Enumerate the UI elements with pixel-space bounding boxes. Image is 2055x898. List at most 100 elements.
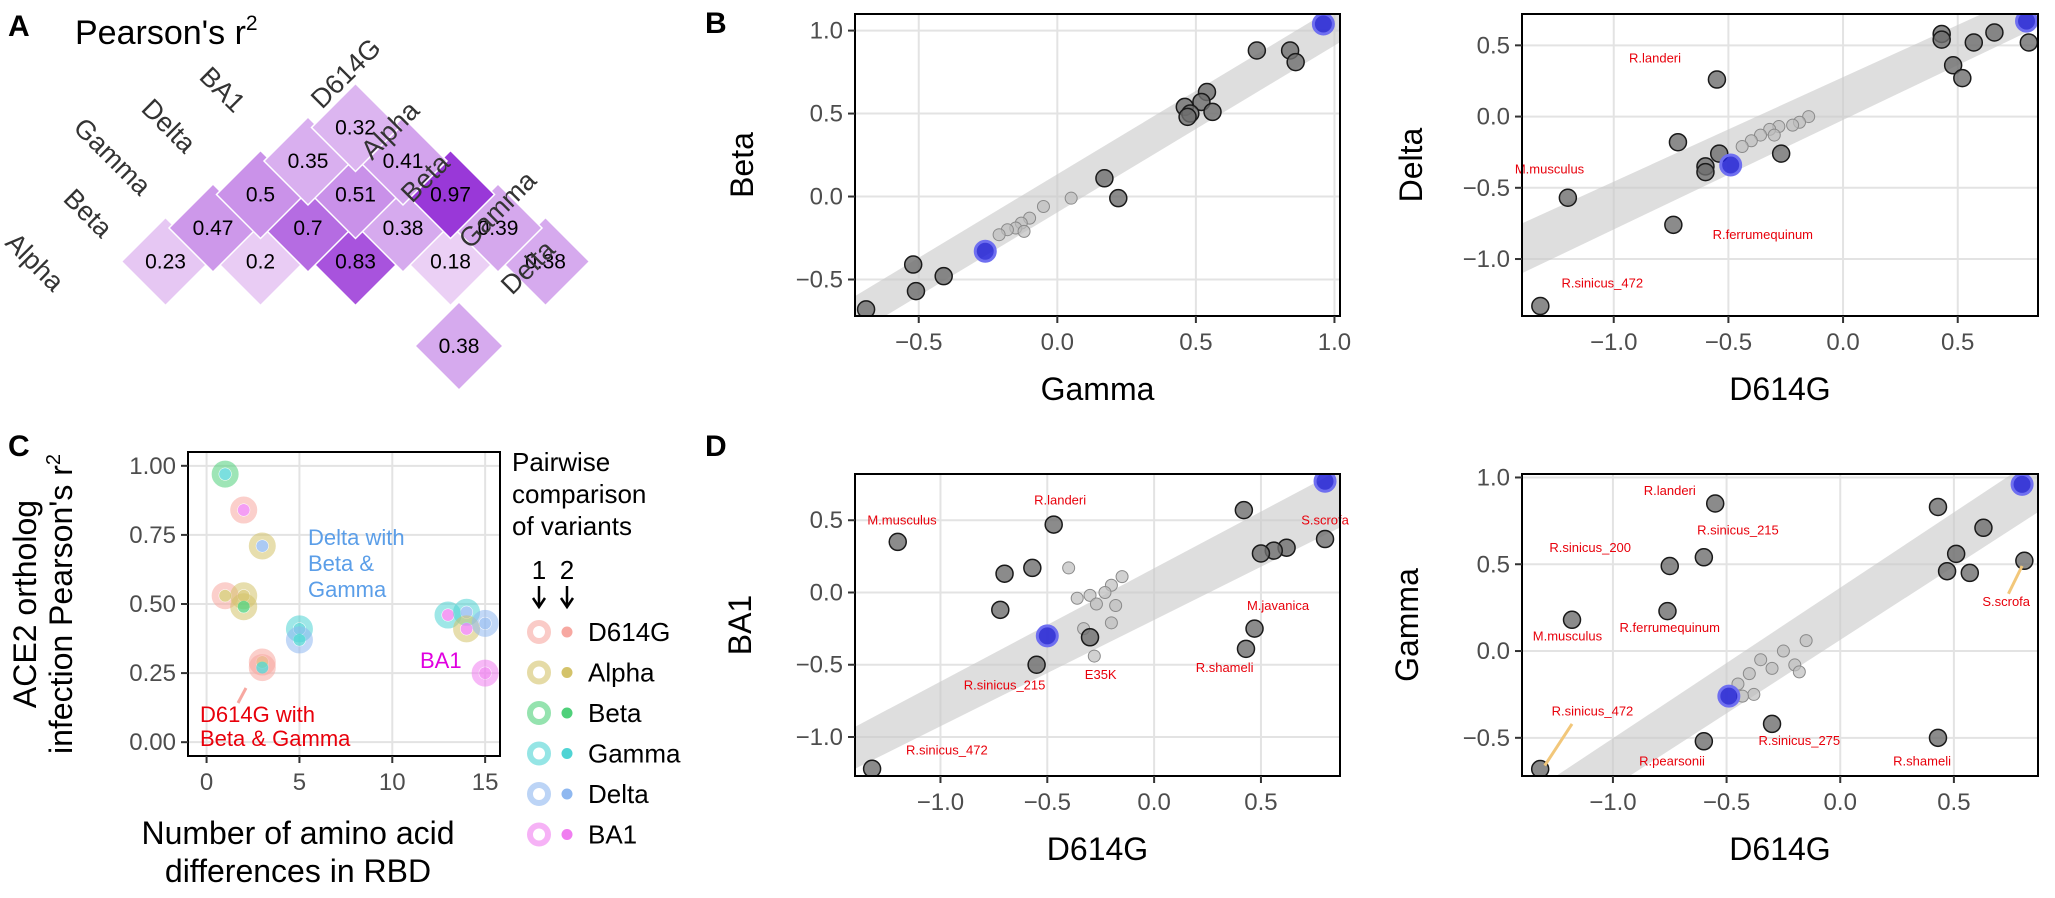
heatmap-row-label-delta: Delta	[136, 93, 202, 159]
pair-ring-ba1	[471, 659, 499, 687]
points	[1531, 14, 2038, 316]
x-tick-label: 0.0	[1824, 789, 1857, 816]
y-tick-label: 0.5	[810, 507, 843, 534]
heatmap-cell-value: 0.18	[430, 251, 471, 274]
y-tick-label: −0.5	[796, 652, 843, 679]
heatmap-cell-value: 0.47	[193, 217, 234, 240]
x-tick-label: −0.5	[1705, 329, 1752, 356]
data-point	[1083, 588, 1097, 602]
data-point	[1754, 128, 1768, 142]
x-axis-label: differences in RBD	[165, 853, 431, 889]
data-point	[1115, 570, 1129, 584]
panel-c-annotations: Delta with Beta & Gamma D614G with Beta …	[200, 525, 462, 751]
x-tick-label: −0.5	[895, 329, 942, 356]
point-label-r-sinicus-472: R.sinicus_472	[1561, 276, 1643, 291]
y-tick-label: 0.25	[129, 660, 176, 687]
panel-label-d: D	[705, 430, 727, 463]
y-tick-label: 1.00	[129, 453, 176, 480]
heatmap-title-text: Pearson's r	[75, 14, 246, 52]
plot-frame	[854, 13, 1341, 317]
points	[1530, 474, 2034, 776]
data-point	[1771, 144, 1791, 163]
data-point	[1236, 639, 1256, 659]
data-point	[1742, 667, 1756, 681]
scatter-gamma-vs-d614g: R.landeri R.sinicus_215 R.sinicus_200 R.fer…	[1389, 464, 2039, 867]
data-point	[992, 228, 1006, 242]
heatmap-cell-value: 0.32	[335, 117, 376, 140]
heatmap-row-label-ba1: BA1	[194, 61, 251, 118]
axis-ticks: −1.0 −0.5 0.0 0.5 −1.0 −0.5 0.0 0.5	[796, 507, 1278, 816]
y-tick-label: 0.0	[810, 184, 843, 211]
x-axis-label: Number of amino acid	[141, 815, 454, 851]
y-tick-label: 0.0	[1477, 638, 1510, 665]
legend-ring-d614g	[527, 620, 551, 644]
legend-label-gamma: Gamma	[588, 739, 681, 769]
pair-dot-alpha	[219, 589, 232, 602]
heatmap-cell-value: 0.41	[383, 150, 424, 173]
scatter-correlation-vs-differences: 0 5 10 15 0.00 0.25 0.50 0.75 1.00 Number of amin…	[7, 451, 501, 889]
data-point	[856, 300, 876, 316]
data-point	[1767, 128, 1781, 142]
data-point	[2015, 551, 2034, 571]
plot-frame	[1521, 13, 2039, 317]
point-label-r-landeri: R.landeri	[1629, 50, 1681, 65]
legend-dot-alpha	[561, 667, 573, 678]
data-point	[1696, 162, 1715, 182]
pair-dot-gamma	[256, 661, 269, 674]
highlight-point	[1719, 153, 1743, 177]
data-point	[1234, 500, 1254, 520]
point-label-r-landeri: R.landeri	[1644, 483, 1696, 498]
data-point	[995, 564, 1014, 583]
y-axis-label-superscript: 2	[43, 454, 65, 465]
legend-col-label-1: 1	[532, 555, 546, 585]
data-point	[1247, 41, 1267, 60]
data-point	[1705, 494, 1725, 513]
heatmap-cell-value: 0.35	[288, 150, 329, 173]
x-axis-label: D614G	[1729, 831, 1830, 867]
highlight-point	[1717, 684, 1741, 708]
x-tick-label: 0.5	[1179, 329, 1212, 356]
legend-title-line2: comparison	[512, 479, 646, 509]
data-point	[1251, 544, 1271, 563]
highlight-point	[1311, 14, 1335, 36]
legend-ring-gamma	[527, 741, 551, 766]
data-point	[1792, 665, 1806, 679]
data-point	[1023, 558, 1042, 578]
legend-label-beta: Beta	[588, 698, 642, 728]
y-tick-label: 0.50	[129, 591, 176, 618]
point-label-e35k: E35K	[1085, 667, 1117, 682]
point-label-s-scrofa: S.scrofa	[1982, 594, 2030, 609]
highlight-point	[1313, 474, 1337, 493]
data-point	[1786, 118, 1800, 132]
panel-c-legend: Pairwise comparison of variants 1 2 D614…	[512, 447, 681, 850]
pair-dot-delta	[460, 606, 473, 619]
y-tick-label: 0.00	[129, 729, 176, 756]
heatmap-cell-value: 0.38	[439, 335, 480, 358]
annotation-delta-line2: Beta &	[308, 551, 374, 576]
point-label-r-shameli: R.shameli	[1196, 660, 1254, 675]
regression-band	[855, 14, 1340, 316]
y-tick-label: −1.0	[1463, 246, 1510, 273]
data-point	[1562, 610, 1582, 630]
x-tick-label: −0.5	[1024, 789, 1071, 816]
data-point	[1974, 518, 1993, 538]
annotation-delta-line1: Delta with	[308, 525, 405, 550]
regression-band	[855, 474, 1340, 769]
heatmap-cell-value: 0.2	[246, 251, 275, 274]
legend-label-alpha: Alpha	[588, 658, 655, 688]
data-point	[1762, 714, 1782, 734]
pair-ring-delta	[471, 609, 499, 637]
data-point	[1799, 634, 1813, 648]
legend-title-line3: of variants	[512, 511, 632, 541]
axis-ticks: −1.0 −0.5 0.0 0.5 −1.0 −0.5 0.0 0.5	[1463, 32, 1975, 356]
legend-dot-d614g	[561, 626, 573, 638]
heatmap-cell-value: 0.38	[383, 217, 424, 240]
axis-ticks: 0 5 10 15 0.00 0.25 0.50 0.75 1.00	[129, 453, 498, 796]
data-point	[1668, 132, 1688, 152]
x-tick-label: −1.0	[1590, 329, 1637, 356]
point-label-r-sinicus-215: R.sinicus_215	[964, 677, 1046, 692]
data-point	[1660, 556, 1680, 576]
plot-frame	[854, 473, 1341, 777]
data-point	[1985, 23, 2004, 42]
data-point	[1178, 107, 1197, 127]
